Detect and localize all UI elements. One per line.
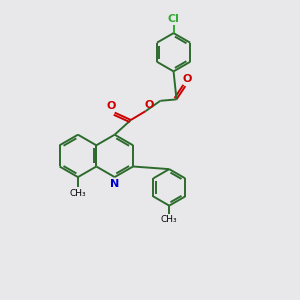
Text: Cl: Cl <box>168 14 179 24</box>
Text: CH₃: CH₃ <box>70 189 86 198</box>
Text: O: O <box>106 101 116 111</box>
Text: CH₃: CH₃ <box>161 215 178 224</box>
Text: N: N <box>110 178 119 189</box>
Text: O: O <box>182 74 191 84</box>
Text: O: O <box>144 100 154 110</box>
